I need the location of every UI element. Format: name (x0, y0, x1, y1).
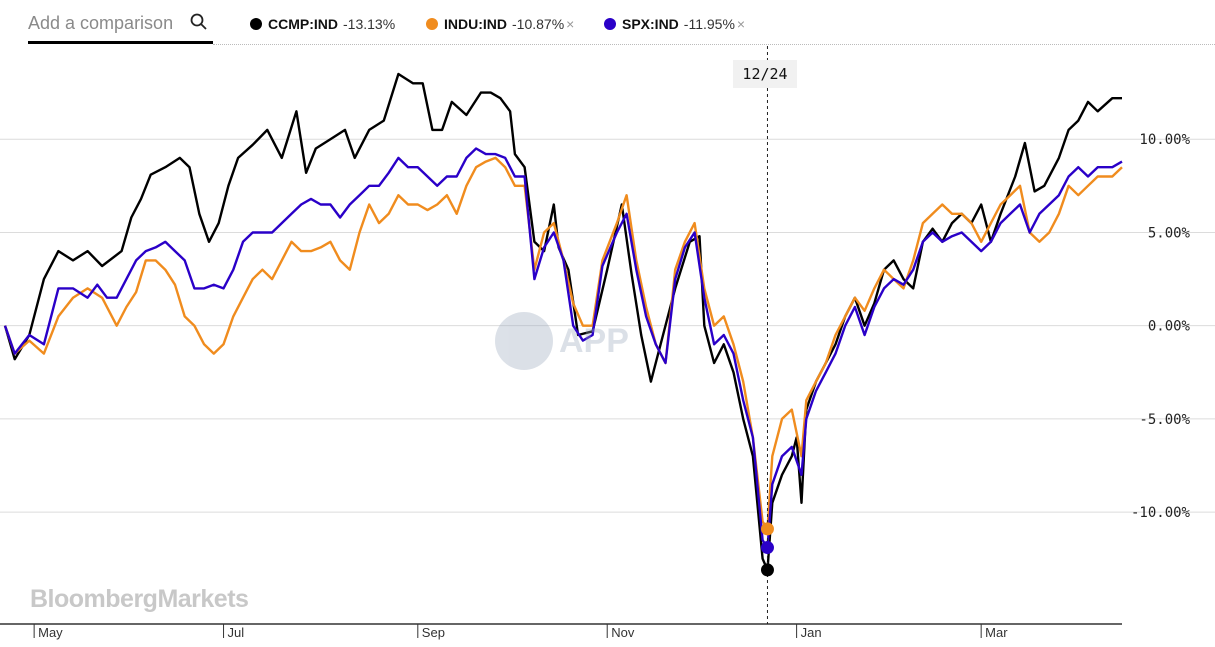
y-tick-label: -10.00% (1131, 505, 1191, 521)
top-divider (213, 44, 1215, 45)
x-axis: May Jul Sep Nov Jan Mar (0, 623, 1122, 640)
remove-comparison-close-icon[interactable]: × (736, 16, 746, 32)
crosshair-marker-ccmp (760, 563, 774, 577)
legend-symbol: SPX:IND (622, 16, 679, 32)
y-tick-label: 10.00% (1139, 132, 1190, 148)
app-logo-icon (495, 312, 553, 370)
series-color-dot (604, 18, 616, 30)
legend-item-spx: SPX:IND -11.95% × (604, 14, 745, 34)
legend-symbol: INDU:IND (444, 16, 507, 32)
bloomberg-watermark: BloombergMarkets (30, 585, 249, 613)
comparison-search-input[interactable] (28, 10, 178, 36)
x-tick-label: Nov (611, 625, 635, 640)
x-tick-label: Mar (985, 625, 1008, 640)
legend-symbol: CCMP:IND (268, 16, 338, 32)
grid-lines (0, 138, 1215, 513)
remove-comparison-close-icon[interactable]: × (566, 16, 575, 32)
crosshair-marker-indu (760, 522, 774, 536)
x-tick-label: May (38, 625, 63, 640)
y-axis-ticks: 10.00% 5.00% 0.00% -5.00% -10.00% (1131, 132, 1191, 521)
series-lines (3, 72, 1123, 572)
top-bar: CCMP:IND -13.13% INDU:IND -10.87% × SPX:… (0, 0, 1215, 46)
comparison-line-chart[interactable]: 10.00% 5.00% 0.00% -5.00% -10.00% May Jul Sep N… (0, 46, 1215, 647)
app-watermark-text: APP (559, 321, 629, 360)
y-tick-label: 0.00% (1148, 319, 1191, 335)
series-color-dot (426, 18, 438, 30)
comparison-search[interactable] (28, 8, 213, 44)
legend-item-ccmp: CCMP:IND -13.13% (250, 14, 395, 34)
series-line-indu (3, 156, 1123, 531)
series-color-dot (250, 18, 262, 30)
legend-change: -10.87% (512, 16, 565, 32)
crosshair-markers (760, 522, 774, 577)
legend-change: -11.95% (683, 16, 735, 32)
x-tick-label: Sep (422, 625, 445, 640)
series-line-spx (3, 147, 1123, 549)
search-icon[interactable] (189, 12, 209, 32)
y-tick-label: 5.00% (1148, 225, 1191, 241)
legend-change: -13.13% (343, 16, 396, 32)
crosshair-marker-spx (760, 541, 774, 555)
legend-item-indu: INDU:IND -10.87% × (426, 14, 574, 34)
x-tick-label: Jan (801, 625, 822, 640)
x-tick-label: Jul (228, 625, 245, 640)
app-watermark: APP (495, 312, 629, 370)
crosshair-date-label: 12/24 (733, 60, 797, 88)
y-tick-label: -5.00% (1139, 412, 1190, 428)
